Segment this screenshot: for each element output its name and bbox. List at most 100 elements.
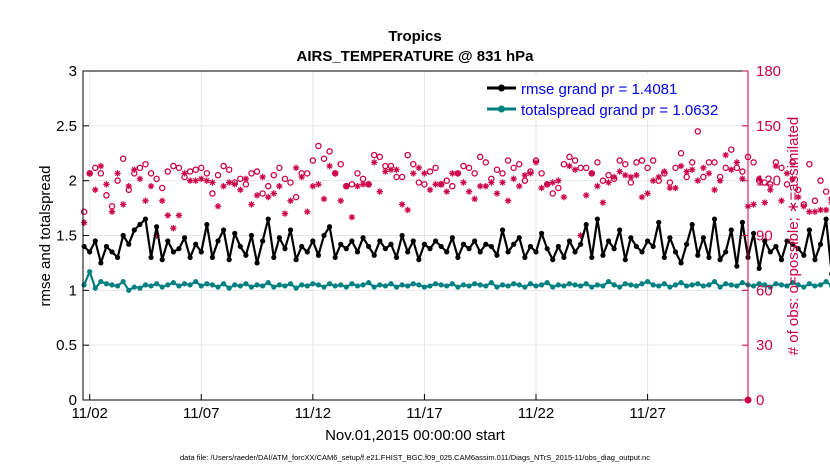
obs-assimilated-point xyxy=(265,193,272,201)
obs-possible-point xyxy=(264,182,272,190)
asterisk-stroke xyxy=(416,165,422,171)
rmse-point xyxy=(823,216,829,222)
rmse-point xyxy=(299,243,305,250)
asterisk-stroke xyxy=(511,176,517,182)
rmse-point xyxy=(176,246,182,252)
obs-assimilated-point xyxy=(432,181,439,188)
asterisk-stroke xyxy=(750,201,757,208)
rmse-point xyxy=(778,257,785,263)
obs-possible-point xyxy=(794,186,802,194)
obs-possible-point xyxy=(761,179,768,186)
y-tick-label-left: 0.5 xyxy=(56,337,77,354)
obs-assimilated-point xyxy=(806,208,813,215)
rmse-point xyxy=(672,249,679,255)
obs-possible-point xyxy=(320,155,328,162)
obs-possible-point xyxy=(421,181,428,188)
obs-possible-point xyxy=(276,164,283,172)
asterisk-stroke xyxy=(176,212,182,219)
totalspread-point xyxy=(773,281,779,287)
rmse-point xyxy=(773,243,779,250)
totalspread-point xyxy=(209,282,216,288)
totalspread-point xyxy=(427,283,433,289)
totalspread-point xyxy=(98,278,104,285)
obs-assimilated-point xyxy=(817,206,824,214)
obs-assimilated-point xyxy=(326,162,333,170)
asterisk-stroke xyxy=(293,165,299,171)
rmse-point xyxy=(416,257,422,263)
rmse-point xyxy=(477,249,483,255)
obs-possible-point xyxy=(566,153,573,161)
totalspread-point xyxy=(494,284,500,290)
rmse-point xyxy=(488,243,494,250)
totalspread-point xyxy=(778,282,785,288)
asterisk-stroke xyxy=(159,198,165,204)
obs-possible-point xyxy=(750,159,757,166)
totalspread-point xyxy=(550,284,556,290)
y-tick-label-right: 150 xyxy=(756,118,781,135)
asterisk-stroke xyxy=(444,188,450,195)
rmse-point xyxy=(260,238,266,244)
obs-possible-point xyxy=(811,197,819,205)
totalspread-point xyxy=(92,285,98,291)
rmse-point xyxy=(410,238,416,244)
legend-rmse-marker xyxy=(498,84,505,92)
asterisk-stroke xyxy=(572,167,578,173)
totalspread-point xyxy=(393,284,400,290)
obs-possible-point xyxy=(476,153,484,161)
obs-assimilated-point xyxy=(599,199,607,206)
rmse-point xyxy=(349,238,355,244)
asterisk-stroke xyxy=(388,167,394,173)
rmse-point xyxy=(583,221,589,228)
totalspread-point xyxy=(165,282,171,288)
asterisk-stroke xyxy=(723,152,729,158)
rmse-point xyxy=(728,227,734,233)
asterisk-stroke xyxy=(466,188,472,195)
x-tick-label: 11/17 xyxy=(406,405,442,422)
asterisk-stroke xyxy=(126,183,132,189)
obs-possible-point xyxy=(806,160,813,168)
totalspread-point xyxy=(812,283,818,289)
rmse-point xyxy=(321,232,327,239)
obs-assimilated-point xyxy=(304,208,311,215)
asterisk-stroke xyxy=(181,170,188,177)
asterisk-stroke xyxy=(338,198,344,204)
asterisk-stroke xyxy=(354,183,361,189)
obs-possible-point xyxy=(638,157,646,164)
totalspread-point xyxy=(555,282,561,288)
rmse-point xyxy=(159,257,165,263)
rmse-point xyxy=(684,241,690,247)
totalspread-point xyxy=(544,280,550,286)
obs-possible-point xyxy=(186,168,194,175)
asterisk-stroke xyxy=(103,181,110,187)
rmse-point xyxy=(700,235,706,241)
rmse-point xyxy=(232,230,238,236)
obs-possible-point xyxy=(175,164,183,172)
asterisk-stroke xyxy=(734,159,740,166)
rmse-point xyxy=(315,252,322,258)
obs-assimilated-point xyxy=(783,170,791,177)
obs-assimilated-point xyxy=(465,188,473,195)
obs-assimilated-point xyxy=(638,193,646,201)
obs-assimilated-point xyxy=(644,190,651,197)
obs-possible-point xyxy=(426,168,434,175)
obs-assimilated-point xyxy=(666,184,674,192)
obs-possible-point xyxy=(270,171,278,179)
asterisk-stroke xyxy=(382,168,389,175)
obs-possible-point xyxy=(432,164,439,172)
totalspread-point xyxy=(81,282,87,288)
totalspread-point xyxy=(488,280,494,286)
asterisk-stroke xyxy=(806,209,813,215)
obs-possible-point xyxy=(376,153,384,161)
asterisk-stroke xyxy=(304,209,310,215)
rmse-point xyxy=(170,249,176,255)
totalspread-point xyxy=(527,281,534,287)
obs-possible-point xyxy=(281,175,289,183)
x-tick-label: 11/07 xyxy=(183,405,219,422)
rmse-point xyxy=(516,235,522,241)
obs-assimilated-point xyxy=(571,166,579,173)
totalspread-point xyxy=(293,285,299,291)
rmse-point xyxy=(209,254,216,261)
totalspread-point xyxy=(661,281,667,287)
chart-title-line1: Tropics xyxy=(388,28,441,45)
obs-assimilated-point xyxy=(410,170,417,177)
